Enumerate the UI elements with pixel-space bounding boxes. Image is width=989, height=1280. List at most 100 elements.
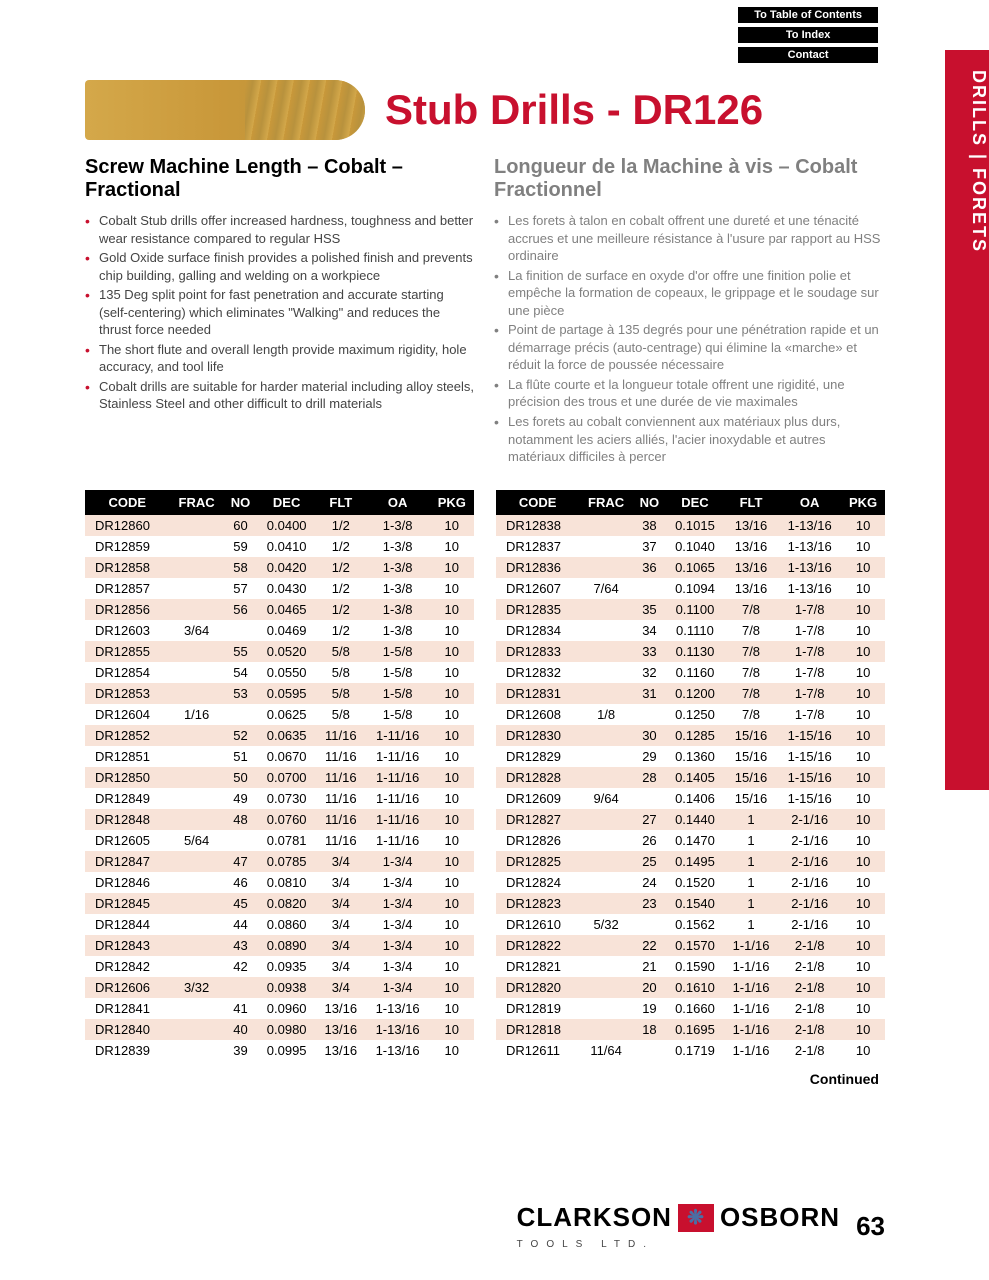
table-cell: 10	[841, 578, 885, 599]
table-cell: 44	[224, 914, 258, 935]
table-cell: 0.0785	[257, 851, 316, 872]
table-cell: 10	[430, 830, 474, 851]
table-cell: 10	[841, 683, 885, 704]
brand-subtitle: TOOLS LTD.	[517, 1239, 654, 1250]
brand-logo-block: CLARKSON ❋ OSBORN TOOLS LTD.	[517, 1202, 840, 1250]
table-cell: 0.1285	[666, 725, 724, 746]
table-cell	[579, 641, 632, 662]
table-cell: 1-13/16	[366, 998, 430, 1019]
table-cell: 10	[841, 620, 885, 641]
table-cell: 11/16	[316, 788, 366, 809]
table-cell: 10	[430, 662, 474, 683]
table-cell: 2-1/16	[778, 893, 841, 914]
table-cell: 0.1250	[666, 704, 724, 725]
table-cell: 2-1/8	[778, 956, 841, 977]
bullet-item: Les forets au cobalt conviennent aux mat…	[494, 413, 885, 466]
table-row: DR12856560.04651/21-3/810	[85, 599, 474, 620]
table-cell: 54	[224, 662, 258, 683]
table-cell: 3/4	[316, 935, 366, 956]
table-cell: 0.1040	[666, 536, 724, 557]
table-cell	[579, 725, 632, 746]
bullet-item: Cobalt Stub drills offer increased hardn…	[85, 212, 476, 247]
table-cell	[170, 872, 224, 893]
table-cell: 5/32	[579, 914, 632, 935]
table-cell: 0.0635	[257, 725, 316, 746]
table-cell: 10	[430, 977, 474, 998]
table-cell	[579, 662, 632, 683]
table-row: DR12840400.098013/161-13/1610	[85, 1019, 474, 1040]
table-row: DR12818180.16951-1/162-1/810	[496, 1019, 885, 1040]
table-cell	[579, 809, 632, 830]
table-cell: 1	[724, 872, 778, 893]
table-cell: 13/16	[316, 1019, 366, 1040]
nav-contact-button[interactable]: Contact	[737, 46, 879, 64]
table-cell: DR12842	[85, 956, 170, 977]
table-cell: 39	[224, 1040, 258, 1061]
table-cell: 0.1695	[666, 1019, 724, 1040]
table-cell: 10	[430, 767, 474, 788]
table-cell: 1-11/16	[366, 830, 430, 851]
table-header-cell: DEC	[257, 490, 316, 515]
table-row: DR12841410.096013/161-13/1610	[85, 998, 474, 1019]
table-cell: 1-13/16	[366, 1040, 430, 1061]
table-cell: 10	[430, 809, 474, 830]
table-cell: 10	[841, 725, 885, 746]
table-cell	[170, 956, 224, 977]
col-en: Screw Machine Length – Cobalt – Fraction…	[85, 156, 476, 468]
table-row: DR12851510.067011/161-11/1610	[85, 746, 474, 767]
bullet-item: 135 Deg split point for fast penetration…	[85, 286, 476, 339]
table-cell: 7/64	[579, 578, 632, 599]
table-cell	[579, 557, 632, 578]
table-cell: 10	[841, 872, 885, 893]
table-cell: 21	[633, 956, 666, 977]
table-cell: DR12823	[496, 893, 579, 914]
table-row: DR12859590.04101/21-3/810	[85, 536, 474, 557]
table-cell: 1-11/16	[366, 809, 430, 830]
table-cell	[170, 809, 224, 830]
table-cell: 5/8	[316, 683, 366, 704]
table-row: DR12839390.099513/161-13/1610	[85, 1040, 474, 1061]
nav-buttons: To Table of Contents To Index Contact	[737, 6, 879, 64]
table-cell: DR12841	[85, 998, 170, 1019]
table-cell: 10	[430, 935, 474, 956]
table-cell: 0.1495	[666, 851, 724, 872]
table-cell	[579, 620, 632, 641]
table-cell	[170, 641, 224, 662]
table-cell: 55	[224, 641, 258, 662]
table-cell	[579, 536, 632, 557]
table-cell: 0.1520	[666, 872, 724, 893]
table-row: DR12830300.128515/161-15/1610	[496, 725, 885, 746]
table-cell: DR12854	[85, 662, 170, 683]
table-cell: 0.1360	[666, 746, 724, 767]
table-cell: 11/16	[316, 809, 366, 830]
table-header-cell: CODE	[496, 490, 579, 515]
table-cell	[170, 662, 224, 683]
table-cell: DR12604	[85, 704, 170, 725]
nav-toc-button[interactable]: To Table of Contents	[737, 6, 879, 24]
table-cell: DR12820	[496, 977, 579, 998]
table-cell: 2-1/16	[778, 872, 841, 893]
table-cell: 10	[841, 746, 885, 767]
table-row: DR12826260.147012-1/1610	[496, 830, 885, 851]
table-cell: 0.0730	[257, 788, 316, 809]
table-cell: 1-13/16	[778, 536, 841, 557]
table-cell: 10	[841, 557, 885, 578]
table-cell: 22	[633, 935, 666, 956]
table-cell	[224, 704, 258, 725]
brand-name-2: OSBORN	[720, 1202, 840, 1233]
table-cell: 1-3/8	[366, 515, 430, 536]
table-cell: 3/4	[316, 977, 366, 998]
table-cell: 10	[841, 536, 885, 557]
table-cell: DR12857	[85, 578, 170, 599]
table-cell: 40	[224, 1019, 258, 1040]
table-cell: 0.0938	[257, 977, 316, 998]
bullet-item: Gold Oxide surface finish provides a pol…	[85, 249, 476, 284]
table-cell: 10	[841, 956, 885, 977]
nav-index-button[interactable]: To Index	[737, 26, 879, 44]
table-cell: 24	[633, 872, 666, 893]
table-header-cell: PKG	[841, 490, 885, 515]
bullet-item: The short flute and overall length provi…	[85, 341, 476, 376]
table-cell: 1-3/4	[366, 914, 430, 935]
table-cell: 10	[841, 914, 885, 935]
table-cell: 25	[633, 851, 666, 872]
